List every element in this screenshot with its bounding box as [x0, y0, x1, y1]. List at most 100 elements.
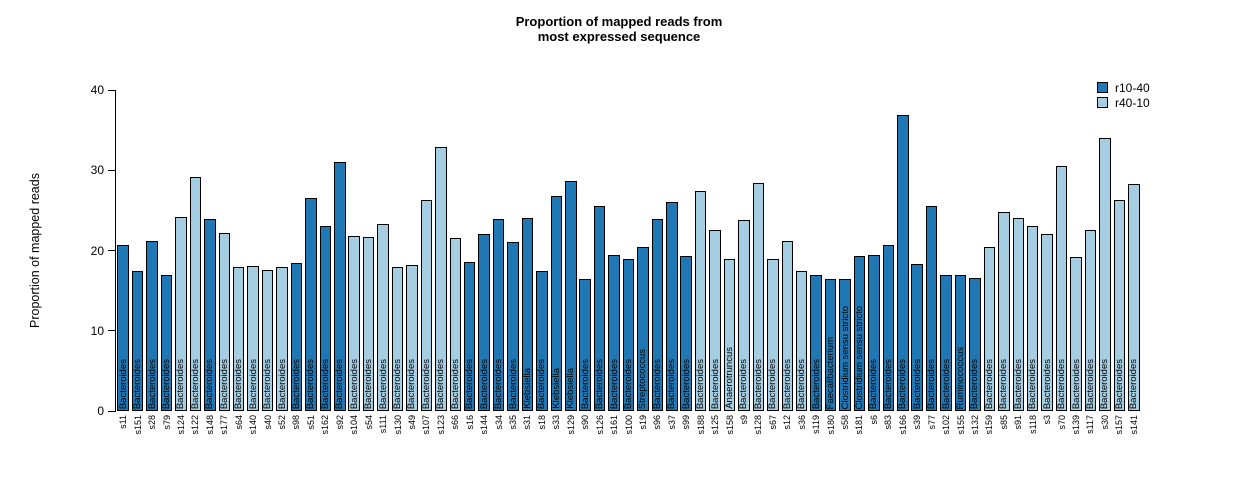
- bar-s52: Bacteroides: [276, 266, 288, 411]
- bar-taxon-label: Bacteroides: [738, 358, 750, 409]
- x-tick-label-s83: s83: [883, 415, 894, 430]
- bar-s28: Bacteroides: [146, 240, 158, 411]
- bar-s34: Bacteroides: [492, 219, 505, 411]
- bar-taxon-label: Klebsiella: [521, 368, 533, 409]
- bar-s77: Bacteroides: [925, 206, 938, 411]
- x-tick-label-s58: s58: [840, 415, 851, 430]
- x-tick-label-s34: s34: [493, 415, 504, 430]
- y-tick-label: 0: [97, 404, 104, 418]
- x-tick-label-s159: s159: [984, 415, 995, 435]
- bar-s129: Klebsiella: [565, 180, 577, 411]
- bar-s12: Bacteroides: [781, 240, 794, 411]
- bar-s9: Bacteroides: [738, 220, 750, 411]
- bar-taxon-label: Bacteroides: [1056, 358, 1068, 409]
- bar-s111: Bacteroides: [377, 224, 389, 411]
- bar-taxon-label: Bacteroides: [536, 358, 548, 409]
- x-tick-label-s51: s51: [305, 415, 316, 430]
- y-tick: [108, 169, 116, 171]
- chart-title-line2: most expressed sequence: [537, 29, 701, 44]
- y-tick: [108, 330, 116, 332]
- bar-s130: Bacteroides: [391, 266, 404, 411]
- bar-s85: Bacteroides: [998, 211, 1010, 411]
- bar-s92: Bacteroides: [334, 162, 346, 411]
- bar-s99: Bacteroides: [680, 256, 692, 411]
- x-tick-label-s39: s39: [912, 415, 923, 430]
- bar-s144: Bacteroides: [478, 234, 490, 411]
- x-tick-label-s132: s132: [969, 415, 980, 435]
- bar-taxon-label: Bacteroides: [290, 358, 302, 409]
- bar-s11: Bacteroides: [117, 244, 129, 411]
- bar-s107: Bacteroides: [420, 199, 433, 411]
- bar-taxon-label: Bacteroides: [695, 358, 707, 409]
- x-tick-label-s118: s118: [1027, 415, 1038, 434]
- bar-taxon-label: Bacteroides: [1070, 358, 1082, 409]
- bar-taxon-label: Bacteroides: [363, 358, 375, 409]
- x-tick-label-s148: s148: [204, 415, 215, 435]
- bar-taxon-label: Bacteroides: [897, 358, 909, 409]
- bar-taxon-label: Bacteroides: [666, 358, 678, 409]
- plot-area: 0 10 20 30 40 Bacteroides s11 Bacteroides s151 Ba…: [91, 83, 1140, 435]
- x-tick-label-s126: s126: [594, 415, 605, 435]
- bar-taxon-label: Clostridium sensu stricto: [853, 305, 865, 409]
- x-tick-label-s119: s119: [811, 415, 822, 434]
- x-tick-label-s151: s151: [132, 415, 143, 435]
- bar-s123: Bacteroides: [435, 146, 447, 411]
- x-tick-label-s123: s123: [435, 415, 446, 435]
- bar-s40: Bacteroides: [261, 269, 274, 411]
- y-tick-label: 10: [90, 323, 104, 338]
- x-tick-label-s30: s30: [1099, 415, 1110, 430]
- chart-title-line1: Proportion of mapped reads from: [515, 14, 723, 29]
- bar-s16: Bacteroides: [463, 261, 476, 411]
- bar-taxon-label: Bacteroides: [1027, 358, 1039, 409]
- x-tick-label-s181: s181: [854, 415, 865, 435]
- x-tick-label-s92: s92: [334, 415, 345, 430]
- bar-s126: Bacteroides: [593, 205, 606, 411]
- x-tick-label-s31: s31: [522, 415, 533, 430]
- bar-taxon-label: Bacteroides: [983, 358, 995, 409]
- x-tick-label-s52: s52: [277, 415, 288, 430]
- bar-taxon-label: Bacteroides: [752, 358, 764, 409]
- legend-swatch: [1097, 82, 1108, 93]
- bar-taxon-label: Bacteroides: [868, 358, 880, 409]
- bar-s35: Bacteroides: [507, 242, 519, 411]
- bar-s58: Clostridium sensu stricto: [839, 278, 851, 411]
- bar-taxon-label: Bacteroides: [276, 358, 288, 409]
- bar-taxon-label: Bacteroides: [680, 358, 692, 409]
- x-tick-label-s6: s6: [868, 415, 879, 425]
- legend: r10-40 r40-10: [1097, 80, 1150, 110]
- bar-s158: Anaerotruncus: [723, 258, 736, 411]
- bar-taxon-label: Bacteroides: [911, 358, 923, 409]
- bar-taxon-label: Bacteroides: [1113, 358, 1125, 409]
- bar-taxon-label: Klebsiella: [565, 368, 577, 409]
- x-tick-label-s9: s9: [738, 415, 749, 425]
- x-tick-label-s104: s104: [349, 415, 360, 435]
- x-tick-label-s111: s111: [378, 415, 389, 434]
- bar-taxon-label: Ruminococcus: [955, 346, 967, 409]
- bar-taxon-label: Bacteroides: [1084, 358, 1096, 409]
- bar-taxon-label: Bacteroides: [478, 358, 490, 409]
- bar-s91: Bacteroides: [1012, 218, 1025, 411]
- x-tick-label-s49: s49: [406, 415, 417, 430]
- x-tick-label-s77: s77: [926, 415, 937, 430]
- x-tick-label-s66: s66: [450, 415, 461, 430]
- bar-taxon-label: Bacteroides: [392, 358, 403, 409]
- x-tick-label-s180: s180: [825, 415, 836, 435]
- chart-title: Proportion of mapped reads from most exp…: [0, 14, 1238, 44]
- bar-taxon-label: Bacteroides: [796, 358, 808, 409]
- legend-swatch: [1097, 97, 1108, 108]
- bar-s67: Bacteroides: [767, 258, 779, 411]
- bar-s19: Streptococcus: [637, 247, 649, 411]
- x-tick-label-s3: s3: [1042, 415, 1053, 425]
- bar-taxon-label: Bacteroides: [233, 358, 245, 409]
- bar-taxon-label: Anaerotruncus: [724, 347, 736, 409]
- bar-taxon-label: Bacteroides: [305, 358, 317, 409]
- bar-taxon-label: Bacteroides: [651, 358, 663, 409]
- legend-item-r40-10: r40-10: [1097, 95, 1150, 110]
- bar-taxon-label: Bacteroides: [218, 358, 230, 409]
- y-tick: [108, 410, 116, 412]
- x-tick-label-s35: s35: [508, 415, 518, 430]
- bar-s104: Bacteroides: [348, 236, 360, 411]
- bar-s132: Bacteroides: [969, 277, 981, 411]
- x-tick-label-s100: s100: [623, 415, 634, 435]
